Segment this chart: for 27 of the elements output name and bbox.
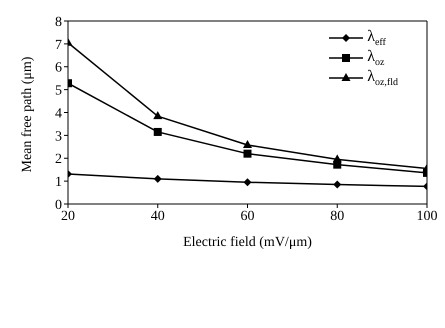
y-tick-label: 5 [55, 84, 62, 99]
y-tick-label: 7 [55, 38, 62, 53]
legend-label: λ$_{oz,fld}$ [367, 68, 398, 88]
y-tick-label: 8 [55, 14, 62, 30]
legend-label: λ$_{oz}$ [367, 48, 384, 68]
x-tick-label: 100 [416, 208, 438, 224]
legend-label: λ$_{eff}$ [367, 28, 386, 48]
y-axis-title: Mean free path (μm) [20, 56, 35, 172]
y-tick-label: 0 [55, 198, 62, 213]
x-tick-label: 60 [240, 208, 254, 224]
y-tick-label: 6 [55, 60, 62, 76]
point [153, 111, 162, 120]
y-tick-label: 3 [55, 129, 62, 144]
y-tick-label: 1 [55, 175, 62, 190]
point [154, 174, 162, 183]
point [243, 140, 252, 148]
point [154, 128, 162, 136]
x-axis-title: Electric field (mV/μm) [183, 235, 312, 250]
x-tick-label: 20 [61, 208, 75, 224]
point [333, 180, 342, 189]
x-tick-label: 80 [330, 208, 344, 224]
point [332, 154, 342, 162]
x-tick-label: 40 [150, 208, 165, 224]
point [244, 178, 252, 186]
point [244, 150, 252, 158]
y-tick-label: 2 [55, 152, 62, 168]
y-tick-label: 4 [55, 106, 62, 122]
